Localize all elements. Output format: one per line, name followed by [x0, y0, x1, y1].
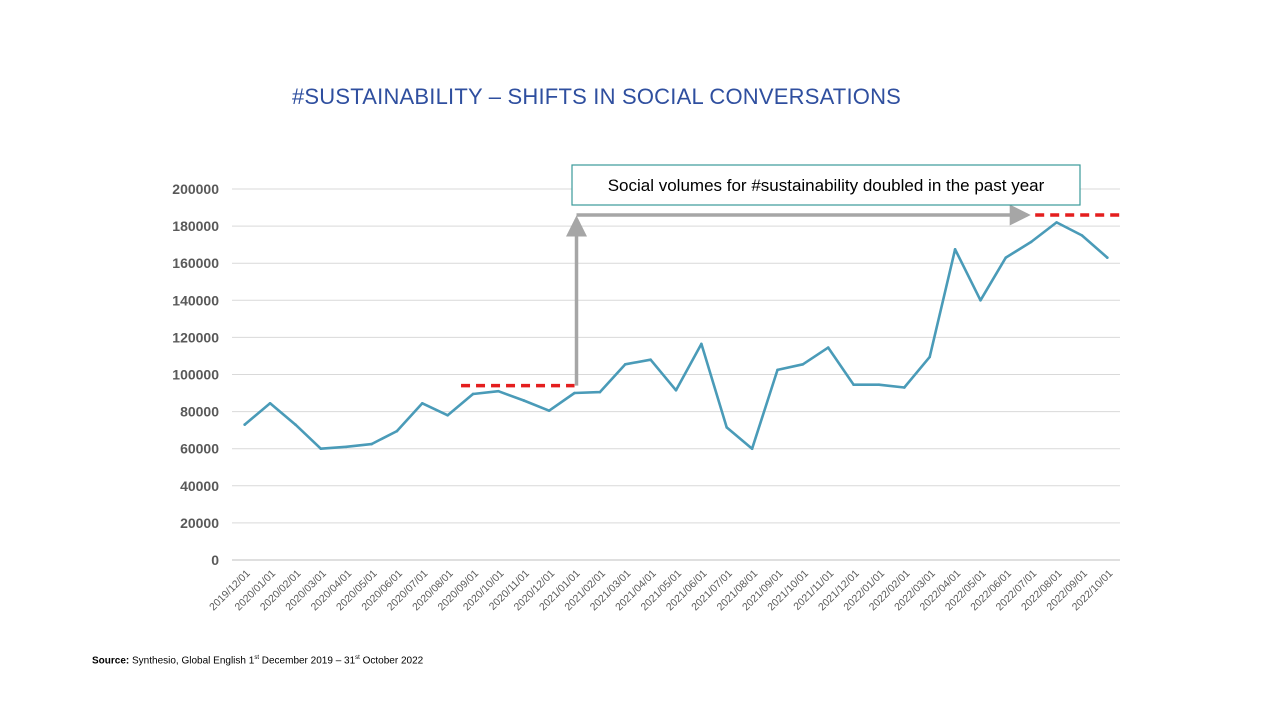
- data-point: [750, 447, 754, 451]
- data-point: [1029, 240, 1033, 244]
- data-point: [573, 391, 576, 395]
- data-point: [1055, 221, 1058, 224]
- source-text-b: December 2019 – 31: [258, 655, 356, 667]
- y-tick-label: 100000: [172, 367, 219, 383]
- data-point: [801, 362, 805, 366]
- data-point: [826, 346, 830, 349]
- y-tick-label: 120000: [172, 329, 219, 345]
- y-tick-label: 80000: [180, 404, 219, 420]
- data-point: [979, 299, 982, 302]
- data-point: [700, 342, 703, 346]
- data-point: [725, 426, 729, 429]
- source-label: Source:: [92, 655, 130, 667]
- data-point: [649, 358, 652, 361]
- data-point: [1080, 234, 1084, 237]
- y-tick-label: 160000: [172, 255, 219, 271]
- data-point: [598, 390, 602, 394]
- data-point: [547, 409, 551, 412]
- y-tick-label: 200000: [172, 181, 219, 197]
- source-sup-b: st: [355, 655, 360, 661]
- y-tick-label: 140000: [172, 292, 219, 308]
- data-point: [852, 383, 855, 387]
- slide-title: #SUSTAINABILITY – SHIFTS IN SOCIAL CONVE…: [292, 84, 902, 109]
- data-point: [420, 401, 424, 405]
- data-point: [471, 392, 475, 396]
- data-point: [877, 383, 881, 387]
- source-text-c: October 2022: [359, 655, 424, 667]
- y-tick-label: 20000: [180, 515, 219, 531]
- data-point: [446, 414, 449, 417]
- y-tick-label: 40000: [180, 478, 219, 494]
- data-point: [294, 423, 297, 426]
- callout-text: Social volumes for #sustainability doubl…: [608, 176, 1045, 195]
- data-point: [776, 368, 779, 372]
- data-point: [903, 386, 906, 389]
- y-tick-label: 0: [211, 552, 219, 568]
- source-sup-a: st: [254, 655, 259, 661]
- data-point: [522, 399, 526, 402]
- y-tick-label: 180000: [172, 218, 219, 234]
- data-point: [928, 355, 932, 359]
- data-point: [953, 247, 957, 251]
- source-text-a: Synthesio, Global English 1: [129, 655, 255, 667]
- source-note: Source: Synthesio, Global English 1st De…: [92, 655, 423, 666]
- data-point: [497, 389, 500, 393]
- data-point: [1004, 256, 1008, 259]
- data-point: [395, 429, 399, 433]
- data-point: [243, 423, 246, 426]
- data-point: [674, 388, 678, 392]
- series-line: [243, 221, 1109, 451]
- data-point: [623, 362, 627, 366]
- y-tick-label: 60000: [180, 441, 219, 457]
- data-point: [344, 445, 348, 449]
- data-point: [370, 442, 373, 446]
- callout-box: [571, 164, 1081, 206]
- data-point: [1106, 256, 1109, 259]
- data-point: [268, 401, 272, 405]
- data-point: [319, 447, 323, 451]
